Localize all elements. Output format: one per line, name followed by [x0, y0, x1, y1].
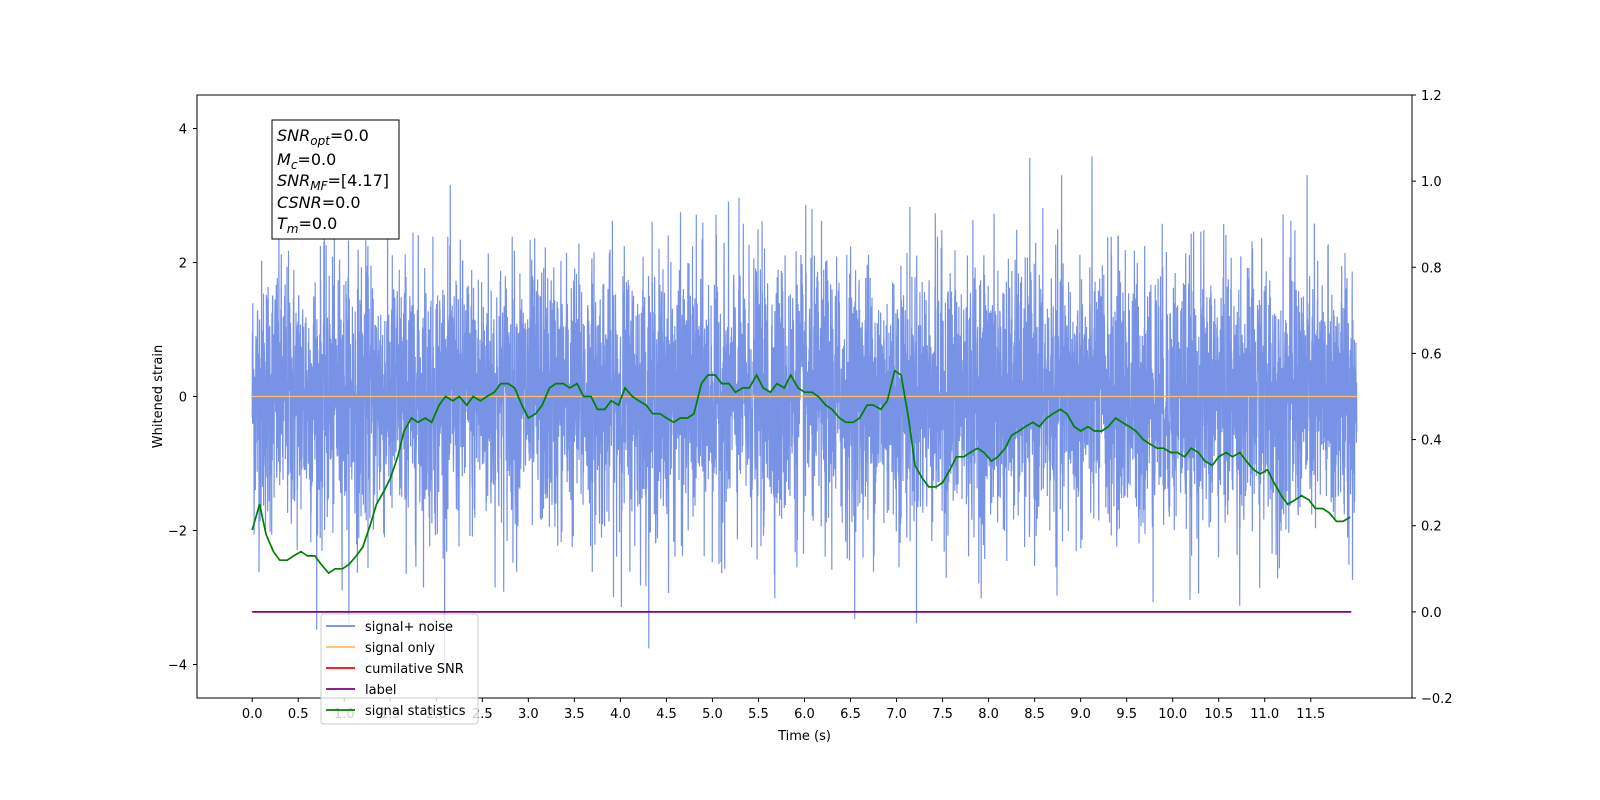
- y2-tick-label: 0.2: [1421, 520, 1442, 535]
- x-tick-label: 5.5: [748, 707, 769, 722]
- x-tick-label: 10.0: [1158, 707, 1187, 722]
- x-tick-label: 8.0: [978, 707, 999, 722]
- annotation-symbol: M: [277, 150, 291, 169]
- annotation-symbol: SNR: [277, 171, 310, 190]
- line-series: [251, 369, 1357, 613]
- x-tick-label: 10.5: [1204, 707, 1233, 722]
- annotation-line: CSNR=0.0: [277, 193, 361, 212]
- annotation-line: SNRopt=0.0: [277, 126, 369, 148]
- x-tick-label: 0.5: [288, 707, 309, 722]
- x-tick-label: 11.5: [1296, 707, 1325, 722]
- x-axis-title: Time (s): [777, 729, 831, 744]
- annotation-subscript: MF: [310, 179, 328, 193]
- y-tick-label: −2: [168, 525, 187, 540]
- y-axis-right: −0.2 0.0 0.2 0.4 0.6 0.8 1.0 1.2: [1412, 89, 1453, 707]
- y-tick-label: 4: [179, 123, 187, 138]
- x-tick-label: 5.0: [702, 707, 723, 722]
- annotation-value: =0.0: [322, 193, 361, 212]
- annotation-symbol: SNR: [277, 126, 310, 145]
- annotation-symbol: CSNR: [277, 193, 322, 212]
- legend-label: cumilative SNR: [365, 662, 464, 677]
- legend-label: label: [365, 683, 396, 698]
- y-tick-label: −4: [168, 659, 187, 674]
- x-tick-label: 11.0: [1250, 707, 1279, 722]
- legend-frame: [320, 613, 479, 725]
- annotation-box: SNRopt=0.0Mc=0.0SNRMF=[4.17]CSNR=0.0Tm=0…: [271, 119, 400, 240]
- y-tick-label: 0: [179, 391, 187, 406]
- y2-tick-label: 1.0: [1421, 175, 1442, 190]
- x-tick-label: 6.5: [840, 707, 861, 722]
- x-tick-label: 7.5: [932, 707, 953, 722]
- series-signal-statistics: [251, 369, 1351, 575]
- x-tick-label: 0.0: [242, 707, 263, 722]
- legend-label: signal+ noise: [365, 620, 453, 635]
- noise-series: [251, 156, 1358, 666]
- annotation-subscript: opt: [310, 134, 331, 148]
- x-tick-label: 8.5: [1024, 707, 1045, 722]
- annotation-value: =[4.17]: [328, 171, 390, 190]
- y2-tick-label: 0.8: [1421, 261, 1442, 276]
- annotation-value: =0.0: [298, 214, 337, 233]
- annotation-symbol: T: [277, 214, 288, 233]
- x-tick-label: 9.5: [1116, 707, 1137, 722]
- annotation-value: =0.0: [297, 150, 336, 169]
- y2-tick-label: 1.2: [1421, 89, 1442, 104]
- legend-label: signal statistics: [365, 704, 466, 719]
- series-signal-noise: [251, 156, 1358, 666]
- x-tick-label: 3.0: [518, 707, 539, 722]
- y2-tick-label: −0.2: [1421, 692, 1453, 707]
- annotation-subscript: c: [291, 158, 298, 172]
- x-tick-label: 4.5: [656, 707, 677, 722]
- x-tick-label: 6.0: [794, 707, 815, 722]
- y-axis-left: −4 −2 0 2 4: [168, 123, 197, 674]
- y2-tick-label: 0.0: [1421, 606, 1442, 621]
- y2-tick-label: 0.6: [1421, 347, 1442, 362]
- y2-tick-label: 0.4: [1421, 434, 1442, 449]
- annotation-subscript: m: [287, 222, 299, 236]
- y-axis-title: Whitened strain: [151, 345, 166, 448]
- x-tick-label: 9.0: [1070, 707, 1091, 722]
- x-tick-label: 4.0: [610, 707, 631, 722]
- annotation-line: SNRMF=[4.17]: [277, 171, 389, 193]
- legend-label: signal only: [365, 641, 435, 656]
- annotation-line: Mc=0.0: [277, 150, 336, 172]
- x-tick-label: 7.0: [886, 707, 907, 722]
- y-tick-label: 2: [179, 257, 187, 272]
- annotation-frame: [271, 119, 400, 240]
- x-tick-label: 3.5: [564, 707, 585, 722]
- legend: signal+ noise signal only cumilative SNR la…: [320, 613, 479, 725]
- annotation-line: Tm=0.0: [277, 214, 337, 236]
- annotation-value: =0.0: [330, 126, 369, 145]
